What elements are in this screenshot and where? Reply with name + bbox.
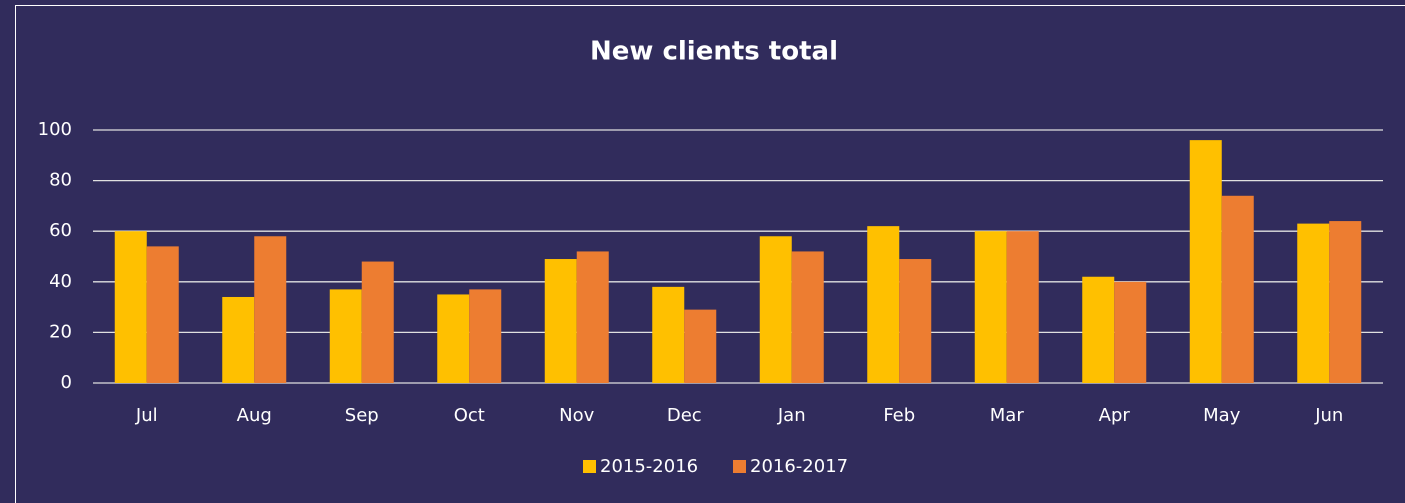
bar xyxy=(146,246,179,383)
bar xyxy=(1082,276,1115,383)
y-tick-label: 40 xyxy=(49,271,72,292)
bar xyxy=(222,296,255,383)
bar xyxy=(437,294,470,383)
bar xyxy=(361,261,394,383)
bar xyxy=(1189,140,1222,383)
x-tick-label: Aug xyxy=(237,405,272,426)
x-tick-label: Jul xyxy=(135,405,158,426)
x-tick-label: Dec xyxy=(667,405,702,426)
bar xyxy=(759,236,792,383)
x-tick-label: May xyxy=(1203,405,1241,426)
legend-label: 2015-2016 xyxy=(600,456,698,477)
legend-swatch xyxy=(583,460,596,473)
bar xyxy=(544,259,577,383)
bar xyxy=(1114,281,1147,383)
y-tick-label: 80 xyxy=(49,170,72,191)
bar xyxy=(1329,221,1362,383)
legend-swatch xyxy=(733,460,746,473)
bar xyxy=(329,289,362,383)
x-tick-label: Apr xyxy=(1099,405,1131,426)
y-tick-label: 20 xyxy=(49,321,72,342)
bar xyxy=(1006,231,1039,383)
bar xyxy=(684,309,717,383)
x-tick-label: Sep xyxy=(345,405,379,426)
bar xyxy=(254,236,287,383)
bar xyxy=(1221,195,1254,383)
legend-label: 2016-2017 xyxy=(750,456,848,477)
x-tick-label: Oct xyxy=(454,405,485,426)
bar xyxy=(469,289,502,383)
bar xyxy=(576,251,609,383)
y-tick-label: 0 xyxy=(61,372,72,393)
bar xyxy=(114,231,147,383)
bar xyxy=(652,286,685,383)
frame xyxy=(15,5,1405,503)
x-tick-label: Jun xyxy=(1314,405,1343,426)
x-tick-label: Jan xyxy=(777,405,806,426)
bar xyxy=(974,231,1007,383)
bar xyxy=(899,259,932,383)
y-tick-label: 60 xyxy=(49,220,72,241)
x-tick-label: Mar xyxy=(990,405,1025,426)
y-tick-label: 100 xyxy=(38,119,72,140)
x-tick-label: Nov xyxy=(559,405,594,426)
bar xyxy=(1297,223,1330,383)
bar xyxy=(791,251,824,383)
bar xyxy=(867,226,900,383)
x-tick-label: Feb xyxy=(883,405,915,426)
chart-title: New clients total xyxy=(590,37,838,67)
